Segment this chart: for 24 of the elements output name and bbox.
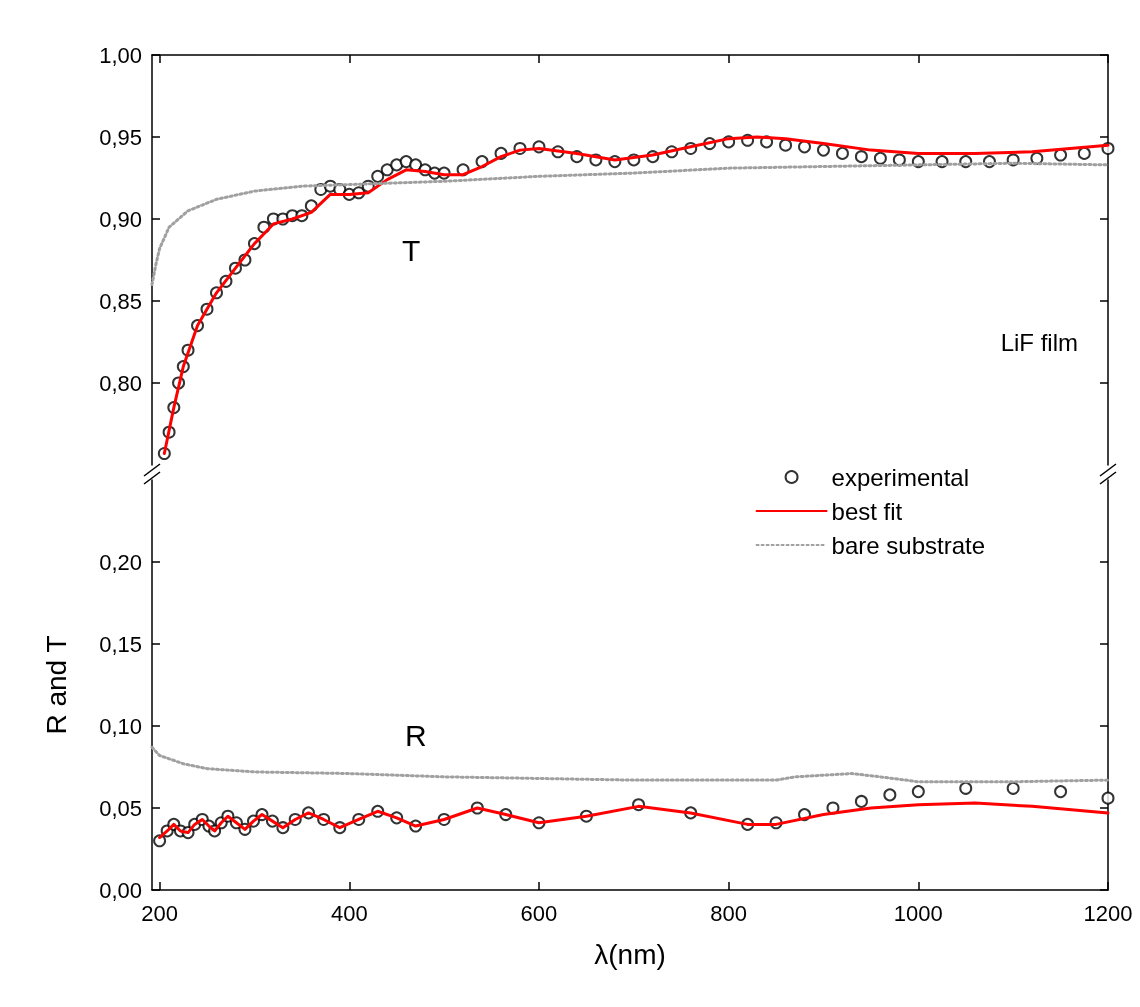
y-tick-label: 0,95: [99, 124, 142, 150]
x-tick-label: 400: [330, 900, 368, 926]
x-tick-label: 600: [520, 900, 558, 926]
legend-label: bare substrate: [831, 531, 985, 559]
x-tick-label: 1000: [893, 900, 943, 926]
y-tick-label: 0,05: [99, 795, 142, 821]
annotation: LiF film: [1000, 328, 1079, 356]
legend-label: best fit: [831, 497, 903, 525]
y-tick-label: 0,85: [99, 288, 142, 314]
y-tick-label: 0,15: [99, 631, 142, 657]
annotation: R: [405, 718, 427, 752]
legend-label: experimental: [831, 463, 969, 491]
x-tick-label: 800: [710, 900, 747, 926]
x-tick-label: 200: [141, 900, 178, 926]
annotation: T: [402, 233, 421, 267]
x-axis-title: λ(nm): [594, 938, 666, 970]
y-axis-title: R and T: [40, 635, 72, 735]
y-tick-label: 0,00: [99, 877, 142, 903]
y-tick-label: 0,20: [99, 549, 142, 575]
x-tick-label: 1200: [1083, 900, 1133, 926]
y-tick-label: 0,10: [99, 713, 142, 739]
y-tick-label: 0,90: [99, 206, 142, 232]
y-tick-label: 0,80: [99, 370, 142, 396]
y-tick-label: 1,00: [99, 42, 142, 68]
